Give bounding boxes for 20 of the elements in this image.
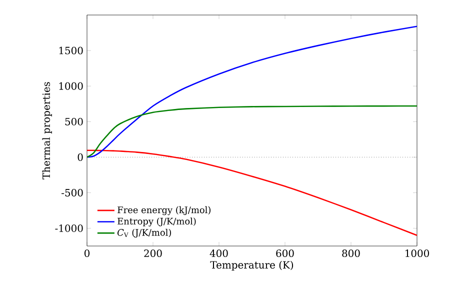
y-tick-label: -1000 [55, 224, 83, 232]
y-tick-label: -500 [62, 188, 83, 196]
legend-label: Entropy (J/K/mol) [118, 218, 196, 226]
line-series [87, 105, 418, 158]
legend-label: C$_{V}$ (J/K/mol) [118, 228, 172, 238]
x-axis-title: Temperature (K) [210, 260, 294, 271]
x-tick-label: 800 [342, 250, 360, 258]
x-tick-label: 0 [84, 250, 90, 258]
line-series [87, 26, 418, 158]
x-tick-label: 200 [144, 250, 162, 258]
legend-label: Free energy (kJ/mol) [118, 206, 210, 216]
y-tick-label: 0 [78, 153, 83, 161]
x-tick-label: 400 [210, 250, 228, 258]
x-tick-label: 600 [276, 250, 294, 258]
y-axis-title: Thermal properties [42, 82, 52, 180]
y-tick-label: 1500 [59, 46, 83, 54]
y-tick-label: 500 [65, 118, 83, 126]
x-tick-label: 1000 [406, 250, 430, 258]
y-tick-label: 1000 [59, 82, 83, 90]
line-series [87, 150, 418, 236]
